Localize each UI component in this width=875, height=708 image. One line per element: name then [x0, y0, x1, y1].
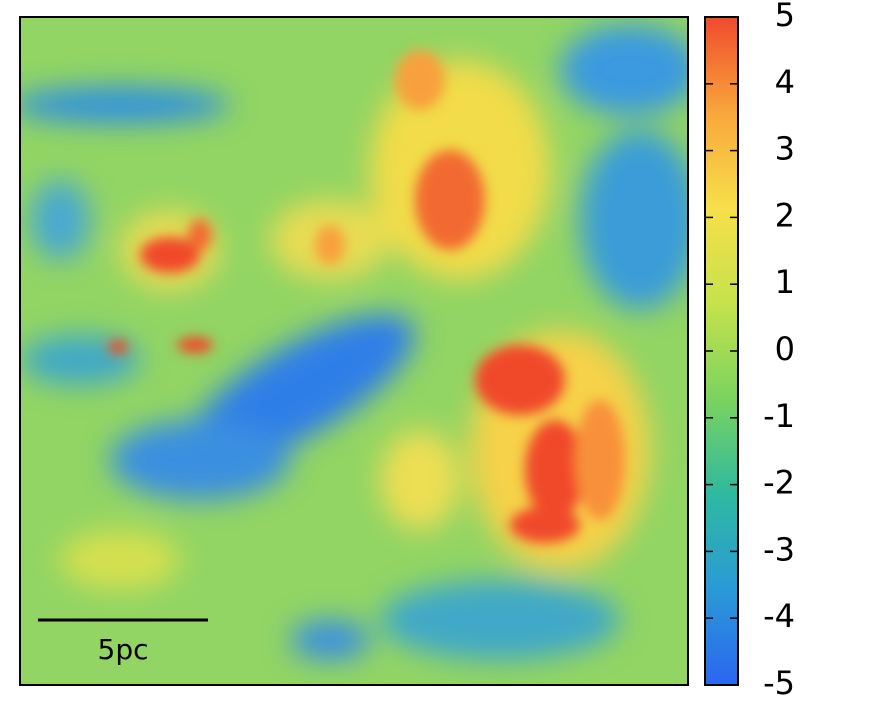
colorbar-tick-label: -4: [763, 597, 795, 635]
colorbar-tick-label: 1: [775, 263, 795, 301]
colorbar-tick-label: 4: [775, 63, 795, 101]
colorbar-tick-label: -2: [763, 464, 795, 502]
map-frame: [19, 16, 689, 686]
colorbar-tick-label: -1: [763, 397, 795, 435]
colorbar-tick-label: 5: [775, 0, 795, 34]
colorbar-tick-label: -3: [763, 530, 795, 568]
field-image: [20, 17, 688, 685]
colorbar-tick-label: 3: [775, 130, 795, 168]
colorbar-tick-label: 2: [775, 196, 795, 234]
scale-label: 5pc: [98, 633, 149, 666]
colorbar-tick-label: -5: [763, 664, 795, 702]
colorbar-tick-label: 0: [775, 330, 795, 368]
